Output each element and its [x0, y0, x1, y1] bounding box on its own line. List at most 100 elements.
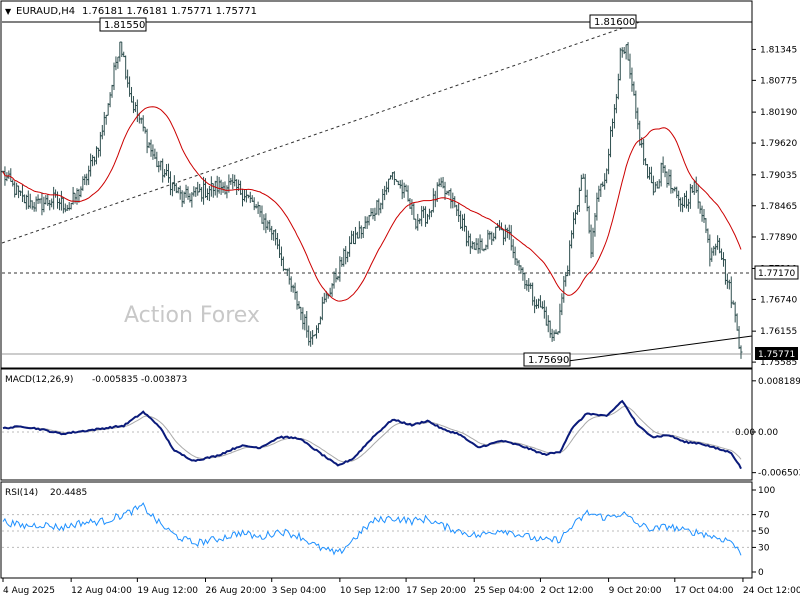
price-bar	[149, 139, 153, 157]
price-bar	[663, 165, 667, 178]
macd-tick-label: 0.00	[758, 428, 778, 438]
price-bar	[414, 218, 418, 230]
price-bar	[355, 231, 359, 239]
price-tick-label: 1.78465	[760, 202, 797, 212]
price-bar	[293, 282, 297, 300]
price-bar	[538, 295, 542, 308]
price-bar	[616, 73, 620, 100]
price-bar	[377, 198, 381, 216]
price-bar	[490, 231, 494, 245]
price-bar	[225, 185, 229, 199]
price-bar	[673, 186, 677, 192]
current-price-tag: 1.75771	[758, 350, 795, 360]
price-bar	[607, 148, 611, 175]
macd-signal-line	[2, 406, 742, 463]
price-bar	[739, 345, 743, 359]
macd-zero-label: 0.00	[735, 428, 755, 438]
price-bar	[369, 208, 373, 217]
price-bar	[420, 205, 424, 227]
support-trend-line	[567, 335, 753, 362]
price-bar	[618, 47, 622, 81]
price-bar	[429, 210, 433, 218]
price-bar	[155, 151, 159, 168]
price-bar	[63, 203, 67, 213]
price-bar	[13, 181, 17, 198]
price-bar	[560, 293, 564, 316]
price-bar	[686, 198, 690, 212]
price-bar	[7, 170, 11, 179]
price-bar	[457, 202, 461, 223]
price-bar	[221, 182, 225, 193]
price-bar	[112, 62, 116, 91]
price-bar	[704, 218, 708, 234]
price-bar	[279, 246, 283, 267]
price-bar	[706, 228, 710, 243]
price-bar	[307, 325, 311, 346]
bullish-channel-line	[1, 21, 641, 244]
price-bar	[599, 183, 603, 197]
price-bar	[548, 320, 552, 338]
price-bar	[186, 186, 190, 200]
price-bar	[595, 192, 599, 221]
price-bar	[231, 174, 235, 190]
rsi-value: 20.4485	[50, 488, 87, 498]
price-bar	[626, 42, 630, 61]
price-bar	[517, 259, 521, 271]
macd-title: MACD(12,26,9)	[5, 375, 73, 385]
price-bar	[649, 166, 653, 184]
price-bar	[217, 176, 221, 194]
price-bar	[552, 330, 556, 341]
price-bar	[509, 225, 513, 251]
price-bar	[735, 313, 739, 331]
menu-dropdown-icon[interactable]: ▼	[5, 7, 12, 16]
price-bar	[550, 328, 554, 342]
price-bar	[124, 55, 128, 80]
price-bar	[484, 244, 488, 251]
price-bar	[523, 272, 527, 290]
price-bar	[15, 182, 19, 195]
rsi-line	[2, 502, 742, 556]
rsi-axis: 100 70 50 30 0	[752, 486, 775, 578]
price-bar	[161, 158, 165, 183]
price-tick-label: 1.77890	[760, 233, 797, 243]
price-bar	[476, 238, 480, 254]
price-bar	[700, 205, 704, 222]
price-bar	[114, 56, 118, 71]
price-bar	[316, 323, 320, 334]
price-bar	[410, 199, 414, 216]
price-bar	[681, 197, 685, 213]
price-bar	[130, 86, 134, 103]
price-bar	[165, 163, 169, 176]
price-bar	[603, 173, 607, 190]
price-bar	[151, 144, 155, 160]
price-bar	[67, 202, 71, 211]
price-bar	[400, 179, 404, 200]
time-tick-label: 26 Aug 20:00	[206, 586, 267, 596]
price-bar	[91, 154, 95, 167]
price-bar	[657, 179, 661, 189]
price-bar	[683, 193, 687, 208]
price-bar	[665, 171, 669, 188]
macd-tick-label: -0.006503	[758, 469, 800, 479]
price-bar	[145, 128, 149, 154]
price-bar	[315, 325, 319, 339]
price-bar	[375, 200, 379, 215]
price-bar	[464, 225, 468, 247]
time-tick-label: 17 Sep 20:00	[406, 586, 466, 596]
price-bar	[57, 198, 61, 211]
price-bar	[239, 180, 243, 195]
price-bar	[44, 195, 48, 205]
price-bar	[205, 188, 209, 201]
price-bar	[102, 111, 106, 136]
price-bar	[287, 267, 291, 285]
price-bar	[309, 331, 313, 347]
macd-tick-label: 0.008189	[758, 377, 800, 387]
price-bar	[692, 181, 696, 195]
price-bar	[207, 185, 211, 202]
time-tick-label: 9 Oct 20:00	[609, 586, 662, 596]
price-bar	[437, 178, 441, 187]
price-bar	[513, 246, 517, 265]
dashed-level-tag-box	[754, 265, 799, 280]
price-bar	[698, 201, 702, 214]
price-bar	[725, 273, 729, 289]
